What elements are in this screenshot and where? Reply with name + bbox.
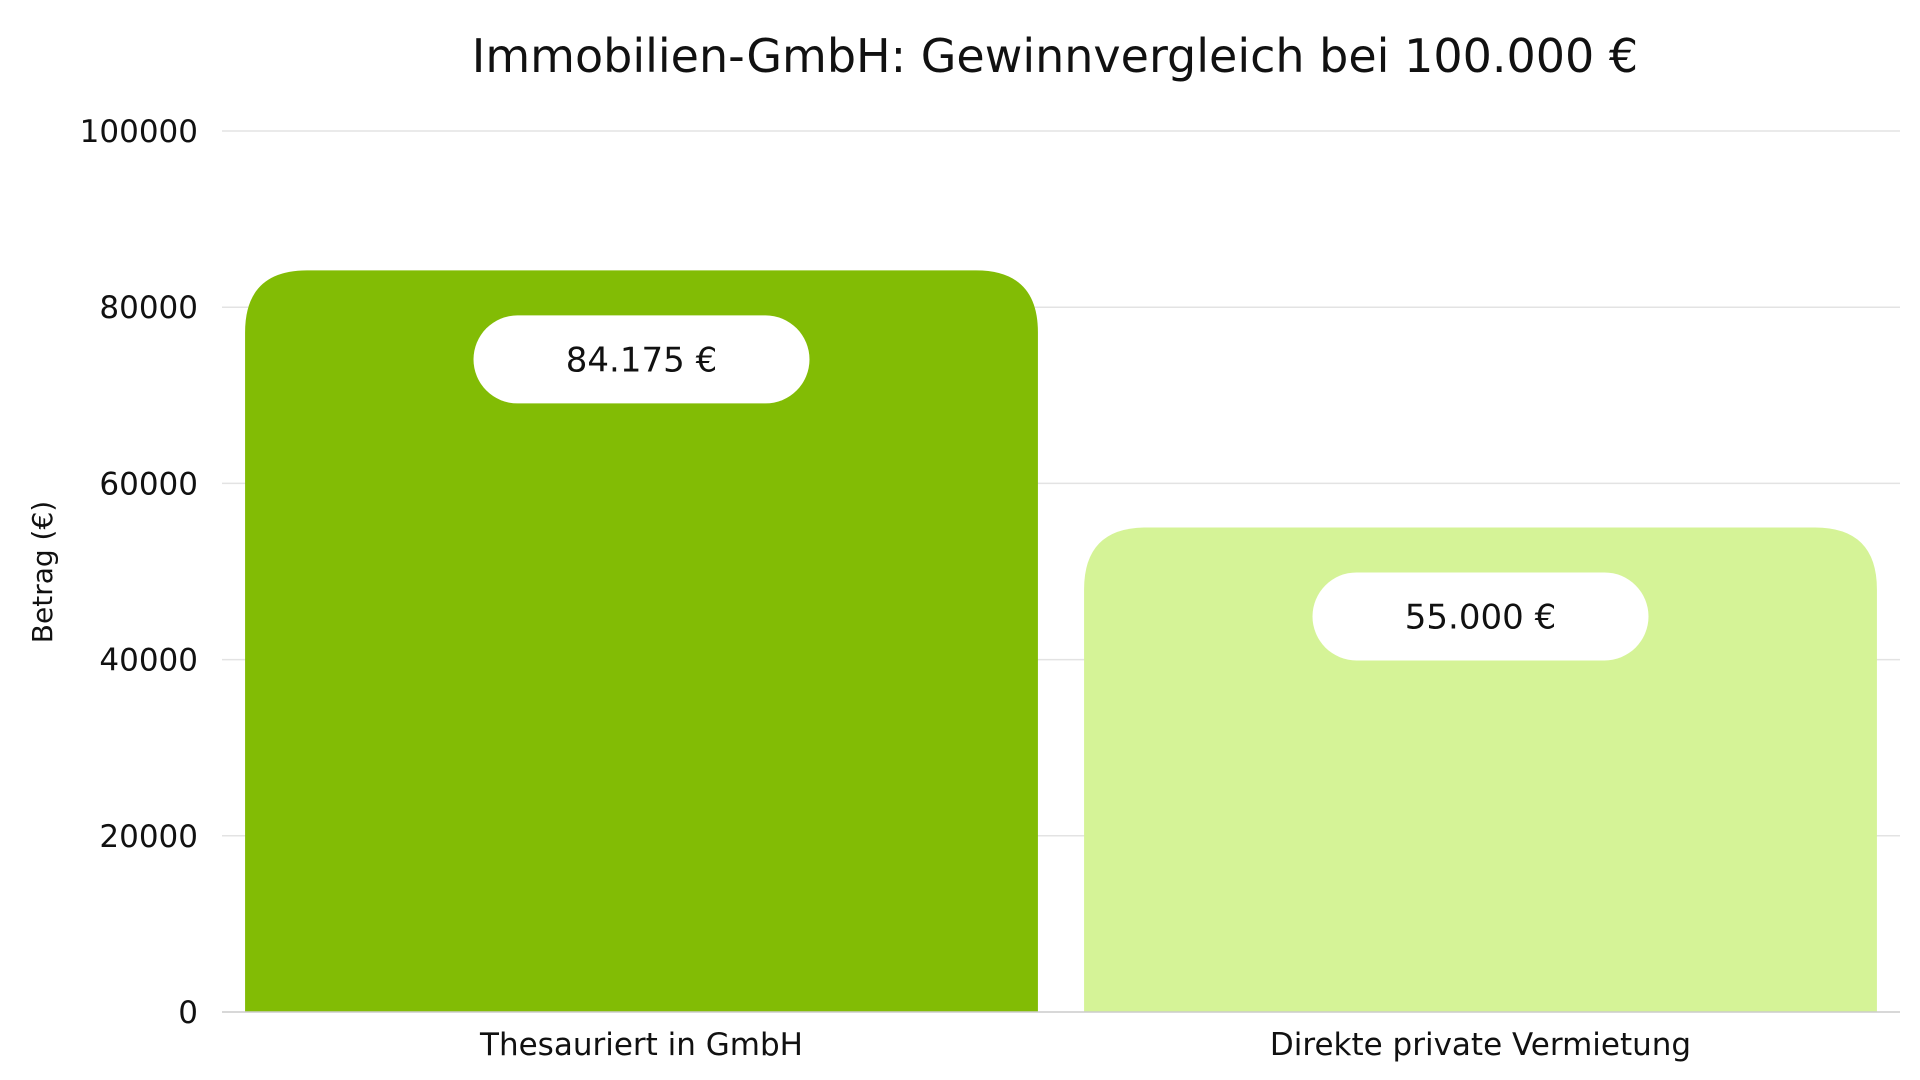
y-axis-ticks: 0 20000 40000 60000 80000 100000 (80, 114, 198, 1031)
bar-value-label: 55.000 € (1405, 597, 1556, 637)
value-label-pill (473, 315, 810, 404)
y-tick-label: 40000 (99, 643, 198, 679)
bars: 84.175 € 55.000 € (245, 270, 1877, 1013)
x-category-label: Direkte private Vermietung (1270, 1027, 1691, 1063)
x-axis-categories: Thesauriert in GmbH Direkte private Vermi… (479, 1027, 1691, 1063)
y-axis-label: Betrag (€) (26, 501, 59, 643)
bar (1084, 527, 1877, 1012)
y-tick-label: 100000 (80, 114, 198, 150)
y-tick-label: 20000 (99, 819, 198, 855)
bar-group: 55.000 € (1084, 527, 1877, 1012)
y-tick-label: 0 (178, 995, 198, 1031)
y-tick-label: 80000 (99, 290, 198, 326)
y-tick-label: 60000 (99, 466, 198, 502)
value-label-pill (1312, 572, 1649, 661)
bar-group: 84.175 € (245, 270, 1038, 1013)
chart-title: Immobilien-GmbH: Gewinnvergleich bei 100… (472, 29, 1638, 83)
bar (245, 270, 1038, 1013)
bar-value-label: 84.175 € (566, 340, 717, 380)
x-category-label: Thesauriert in GmbH (479, 1027, 803, 1063)
